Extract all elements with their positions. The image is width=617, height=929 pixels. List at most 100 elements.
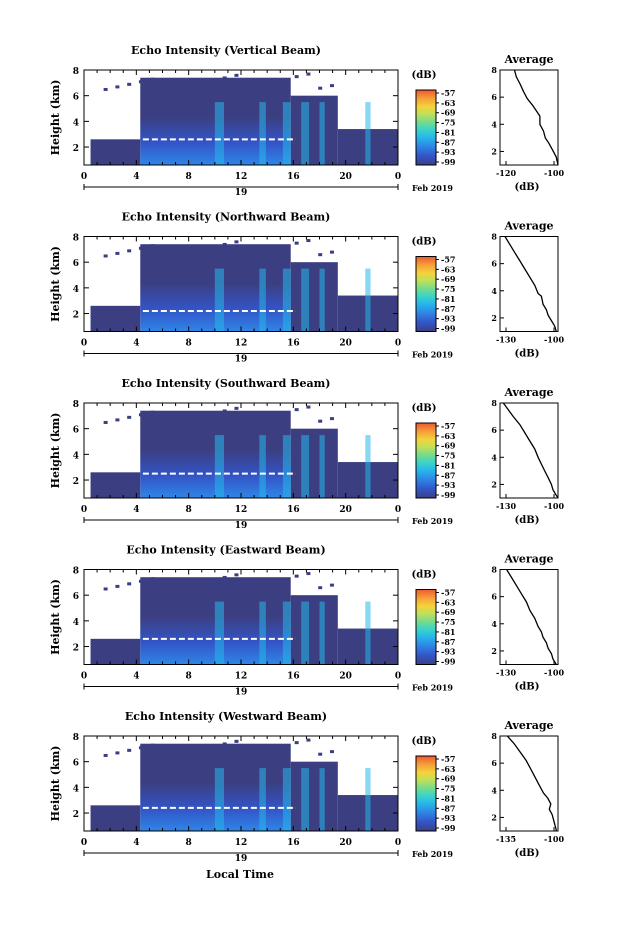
echo-region-2 — [90, 805, 141, 831]
x-tick-label: 20 — [339, 838, 352, 848]
x-tick-label: 16 — [287, 838, 300, 848]
colorbar-tick-label: -87 — [441, 137, 455, 147]
echo-speck-1 — [199, 248, 204, 252]
colorbar — [415, 89, 437, 166]
colorbar-tick-label: -57 — [441, 255, 455, 265]
day-label: 19 — [235, 188, 248, 198]
echo-region-1 — [290, 761, 338, 831]
echo-streak-2 — [282, 768, 291, 831]
day-label: 19 — [235, 521, 248, 531]
echo-streak-5 — [365, 435, 371, 498]
average-y-tick-label: 6 — [491, 425, 497, 435]
colorbar-label: (dB) — [412, 736, 437, 747]
echo-speck-8 — [318, 752, 323, 756]
x-tick-label: 0 — [81, 339, 87, 349]
x-tick-label: 4 — [133, 672, 139, 682]
y-tick-label: 2 — [73, 311, 79, 321]
echo-speck-5 — [306, 405, 311, 409]
x-axis-label: Local Time — [206, 868, 274, 881]
echo-speck-13 — [246, 87, 251, 91]
average-y-tick-label: 8 — [491, 232, 497, 242]
average-y-tick-label: 4 — [491, 785, 497, 795]
echo-streak-0 — [214, 601, 224, 665]
echo-field — [90, 572, 398, 665]
echo-streak-5 — [365, 768, 371, 831]
average-frame — [499, 402, 559, 499]
panel-title: Echo Intensity (Westward Beam) — [125, 710, 327, 723]
echo-speck-9 — [138, 246, 143, 250]
colorbar-tick-label: -57 — [441, 421, 455, 431]
echo-speck-2 — [294, 241, 299, 245]
echo-speck-2 — [294, 741, 299, 745]
echo-speck-8 — [318, 253, 323, 257]
echo-speck-5 — [306, 738, 311, 742]
echo-region-1 — [290, 428, 338, 498]
day-label: 19 — [235, 355, 248, 365]
x-tick-label: 8 — [186, 838, 192, 848]
average-title: Average — [503, 386, 553, 399]
echo-speck-2 — [294, 408, 299, 412]
x-tick-label: 16 — [287, 172, 300, 182]
echo-speck-0 — [103, 753, 108, 757]
echo-speck-12 — [150, 244, 155, 248]
average-y-tick-label: 6 — [491, 259, 497, 269]
y-tick-label: 4 — [73, 618, 79, 628]
echo-streak-1 — [259, 102, 266, 165]
x-tick-label: 8 — [186, 505, 192, 515]
x-tick-label: 16 — [287, 672, 300, 682]
colorbar-tick-label: -57 — [441, 754, 455, 764]
colorbar-tick-label: -93 — [441, 647, 456, 657]
echo-streak-3 — [301, 268, 310, 332]
x-tick-label: 20 — [339, 672, 352, 682]
echo-speck-5 — [306, 572, 311, 576]
colorbar-tick-label: -69 — [441, 774, 456, 784]
echo-streak-3 — [301, 102, 310, 165]
echo-speck-10 — [234, 73, 239, 77]
echo-speck-10 — [234, 240, 239, 244]
panel-4: Echo Intensity (Westward Beam) 2 4 6 8 Height… — [49, 710, 564, 864]
colorbar-tick-label: -63 — [441, 597, 456, 607]
colorbar — [415, 256, 437, 332]
echo-speck-1 — [199, 81, 204, 85]
panel-title: Echo Intensity (Southward Beam) — [122, 377, 331, 390]
colorbar-tick-label: -63 — [441, 264, 456, 274]
echo-speck-12 — [150, 577, 155, 581]
echo-speck-4 — [210, 411, 215, 415]
panel-title: Echo Intensity (Northward Beam) — [122, 211, 331, 224]
echo-streak-1 — [259, 435, 266, 498]
x-tick-label: 4 — [133, 838, 139, 848]
average-profile-line — [506, 569, 557, 665]
average-y-tick-label: 2 — [491, 646, 497, 656]
echo-region-2 — [90, 305, 141, 332]
colorbar — [415, 422, 437, 499]
panel-2: Echo Intensity (Southward Beam) 2 4 6 8 Heigh… — [49, 377, 564, 531]
average-profile-line — [506, 735, 558, 832]
echo-speck-6 — [127, 82, 132, 86]
echo-region-2 — [90, 638, 141, 665]
y-axis-label: Height (km) — [49, 246, 62, 322]
echo-field — [90, 738, 398, 831]
average-y-tick-label: 2 — [491, 146, 497, 156]
x-tick-label: 4 — [133, 339, 139, 349]
average-x-tick-label: -130 — [496, 501, 516, 511]
echo-speck-8 — [318, 86, 323, 90]
echo-speck-1 — [199, 414, 204, 418]
echo-streak-5 — [365, 601, 371, 665]
average-x-tick-label: -135 — [496, 834, 516, 844]
echo-field — [90, 405, 398, 498]
average-title: Average — [503, 719, 553, 732]
colorbar — [415, 589, 437, 665]
panel-3: Echo Intensity (Eastward Beam) 2 4 6 8 Height… — [49, 544, 564, 698]
colorbar-label: (dB) — [412, 403, 437, 414]
echo-region-2 — [90, 139, 141, 165]
echo-speck-12 — [150, 743, 155, 747]
colorbar-tick-label: -99 — [441, 657, 456, 667]
echo-streak-0 — [214, 102, 224, 165]
date-label: Feb 2019 — [412, 849, 453, 859]
average-y-tick-label: 4 — [491, 452, 497, 462]
y-tick-label: 4 — [73, 118, 79, 128]
average-y-tick-label: 4 — [491, 286, 497, 296]
echo-speck-11 — [329, 750, 334, 754]
average-y-tick-label: 2 — [491, 479, 497, 489]
y-tick-label: 2 — [73, 144, 79, 154]
